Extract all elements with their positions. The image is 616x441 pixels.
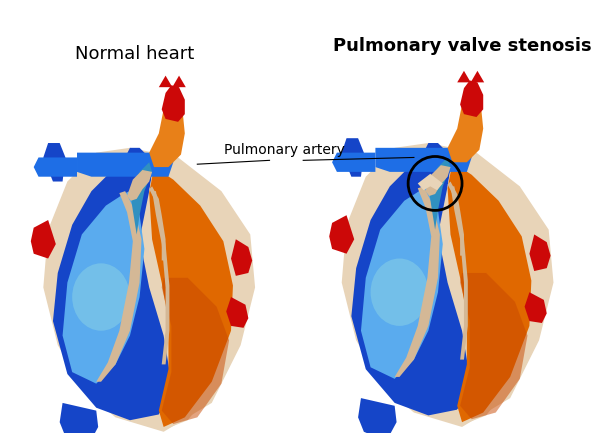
Polygon shape [231,239,252,276]
Polygon shape [130,162,152,235]
Ellipse shape [72,263,130,331]
Polygon shape [529,235,551,271]
Polygon shape [149,95,185,167]
Polygon shape [471,71,484,82]
Polygon shape [358,398,397,437]
Polygon shape [332,153,375,172]
Polygon shape [63,191,144,384]
Polygon shape [450,187,468,359]
Polygon shape [525,292,547,323]
Polygon shape [149,187,166,261]
Polygon shape [428,157,450,230]
Polygon shape [457,71,471,82]
Polygon shape [43,143,65,182]
Polygon shape [162,85,185,122]
Ellipse shape [371,258,428,326]
Polygon shape [460,80,483,117]
Polygon shape [53,148,173,420]
Polygon shape [172,76,186,87]
Polygon shape [448,182,464,256]
Polygon shape [149,167,233,427]
Polygon shape [351,143,472,415]
Polygon shape [226,297,248,328]
Polygon shape [448,90,483,162]
Polygon shape [152,191,169,364]
Polygon shape [342,143,554,427]
Polygon shape [375,148,472,172]
Polygon shape [159,76,172,87]
Text: Pulmonary valve stenosis: Pulmonary valve stenosis [333,37,591,55]
Polygon shape [77,153,173,177]
Polygon shape [31,220,56,258]
Polygon shape [418,174,443,190]
Polygon shape [460,273,527,419]
Polygon shape [60,403,98,441]
Polygon shape [43,148,255,432]
Polygon shape [426,165,450,196]
Polygon shape [448,157,534,425]
Polygon shape [342,138,364,177]
Polygon shape [96,191,142,382]
Polygon shape [361,187,443,379]
Polygon shape [329,215,354,254]
Polygon shape [395,187,440,377]
Polygon shape [149,162,236,430]
Polygon shape [127,170,152,201]
Text: Pulmonary artery: Pulmonary artery [224,143,344,157]
Polygon shape [162,278,229,424]
Polygon shape [448,162,532,422]
Polygon shape [34,157,77,177]
Text: Normal heart: Normal heart [75,45,195,63]
